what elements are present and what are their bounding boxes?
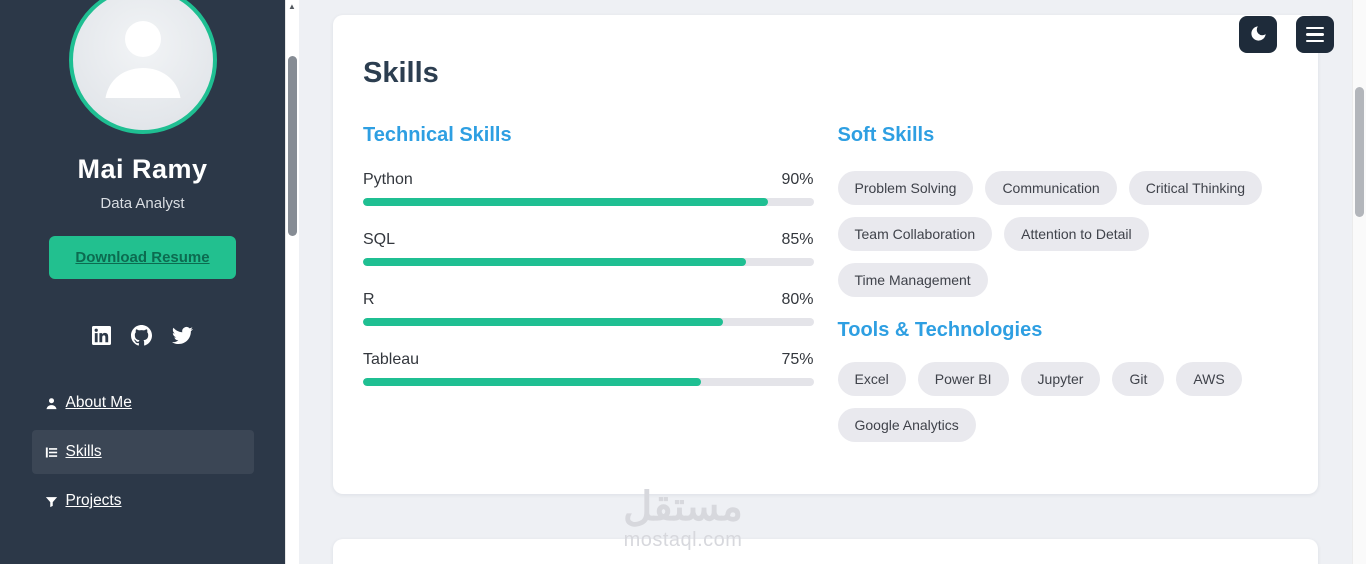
tool-tag: Excel	[837, 362, 906, 396]
moon-icon	[1249, 24, 1268, 46]
skill-tag: Time Management	[837, 263, 988, 297]
projects-icon	[44, 494, 59, 509]
skill-percent: 80%	[781, 291, 814, 308]
sidebar: Mai Ramy Data Analyst Download Resume Ab…	[0, 0, 285, 564]
skill-percent: 85%	[781, 231, 814, 248]
skill-row: R 80%	[363, 291, 814, 326]
skill-progress-fill	[363, 318, 724, 326]
soft-skills-tags: Problem Solving Communication Critical T…	[837, 171, 1289, 297]
technical-skills-column: Technical Skills Python 90% SQL	[363, 124, 814, 464]
github-icon[interactable]	[131, 325, 152, 346]
sidebar-item-label: Skills	[65, 443, 102, 460]
sidebar-nav: About Me Skills Projects	[31, 386, 254, 518]
download-resume-button[interactable]: Download Resume	[49, 236, 236, 279]
soft-skills-column: Soft Skills Problem Solving Communicatio…	[837, 124, 1289, 464]
technical-skills-heading: Technical Skills	[363, 124, 512, 146]
page-scrollbar-thumb[interactable]	[1355, 87, 1364, 217]
skill-percent: 75%	[781, 351, 814, 368]
skill-row: Tableau 75%	[363, 351, 814, 386]
soft-skills-heading: Soft Skills	[837, 124, 935, 146]
twitter-icon[interactable]	[172, 325, 193, 346]
skill-progress-track	[363, 258, 814, 266]
skill-tag: Team Collaboration	[837, 217, 993, 251]
skill-tag: Attention to Detail	[1004, 217, 1149, 251]
sidebar-item-projects[interactable]: Projects	[32, 484, 254, 518]
tool-tag: Jupyter	[1020, 362, 1101, 396]
main-content: Skills Technical Skills Python 90%	[299, 0, 1352, 564]
sidebar-scrollbar-thumb[interactable]	[288, 56, 297, 236]
skill-tag: Critical Thinking	[1128, 171, 1263, 205]
tool-tag: Power BI	[917, 362, 1009, 396]
dark-mode-toggle[interactable]	[1239, 16, 1277, 53]
tool-tag: AWS	[1176, 362, 1242, 396]
skill-tag: Communication	[985, 171, 1117, 205]
tools-heading: Tools & Technologies	[837, 319, 1043, 341]
skill-progress-fill	[363, 198, 769, 206]
skill-tag: Problem Solving	[837, 171, 974, 205]
tools-tags: Excel Power BI Jupyter Git AWS Google An…	[837, 362, 1289, 442]
skill-label: SQL	[363, 231, 396, 248]
page-scrollbar[interactable]	[1352, 0, 1366, 564]
menu-button[interactable]	[1296, 16, 1334, 53]
top-actions	[1239, 16, 1334, 53]
skill-progress-fill	[363, 378, 701, 386]
sidebar-item-skills[interactable]: Skills	[31, 430, 254, 474]
skill-row: SQL 85%	[363, 231, 814, 266]
skill-progress-track	[363, 318, 814, 326]
skills-section-title: Skills	[363, 57, 439, 89]
skill-label: Python	[363, 171, 413, 188]
profile-name: Mai Ramy	[77, 154, 208, 184]
avatar	[68, 0, 217, 134]
social-links	[92, 325, 193, 346]
sidebar-item-label: About Me	[65, 394, 132, 411]
person-icon	[83, 0, 203, 123]
scrollbar-up-arrow[interactable]: ▲	[288, 2, 296, 11]
tool-tag: Git	[1112, 362, 1165, 396]
skill-label: Tableau	[363, 351, 420, 368]
skill-row: Python 90%	[363, 171, 814, 206]
skills-section: Skills Technical Skills Python 90%	[333, 15, 1318, 494]
tool-tag: Google Analytics	[837, 408, 976, 442]
skill-label: R	[363, 291, 375, 308]
skill-progress-fill	[363, 258, 746, 266]
profile-role: Data Analyst	[100, 195, 185, 212]
sidebar-scrollbar[interactable]: ▲	[285, 0, 299, 564]
sidebar-item-about[interactable]: About Me	[32, 386, 254, 420]
projects-section: Projects	[333, 539, 1318, 564]
linkedin-icon[interactable]	[92, 326, 111, 345]
skill-percent: 90%	[781, 171, 814, 188]
hamburger-icon	[1306, 26, 1324, 43]
list-icon	[44, 445, 59, 460]
skill-progress-track	[363, 378, 814, 386]
sidebar-item-label: Projects	[65, 492, 122, 509]
user-icon	[44, 396, 59, 411]
skill-progress-track	[363, 198, 814, 206]
